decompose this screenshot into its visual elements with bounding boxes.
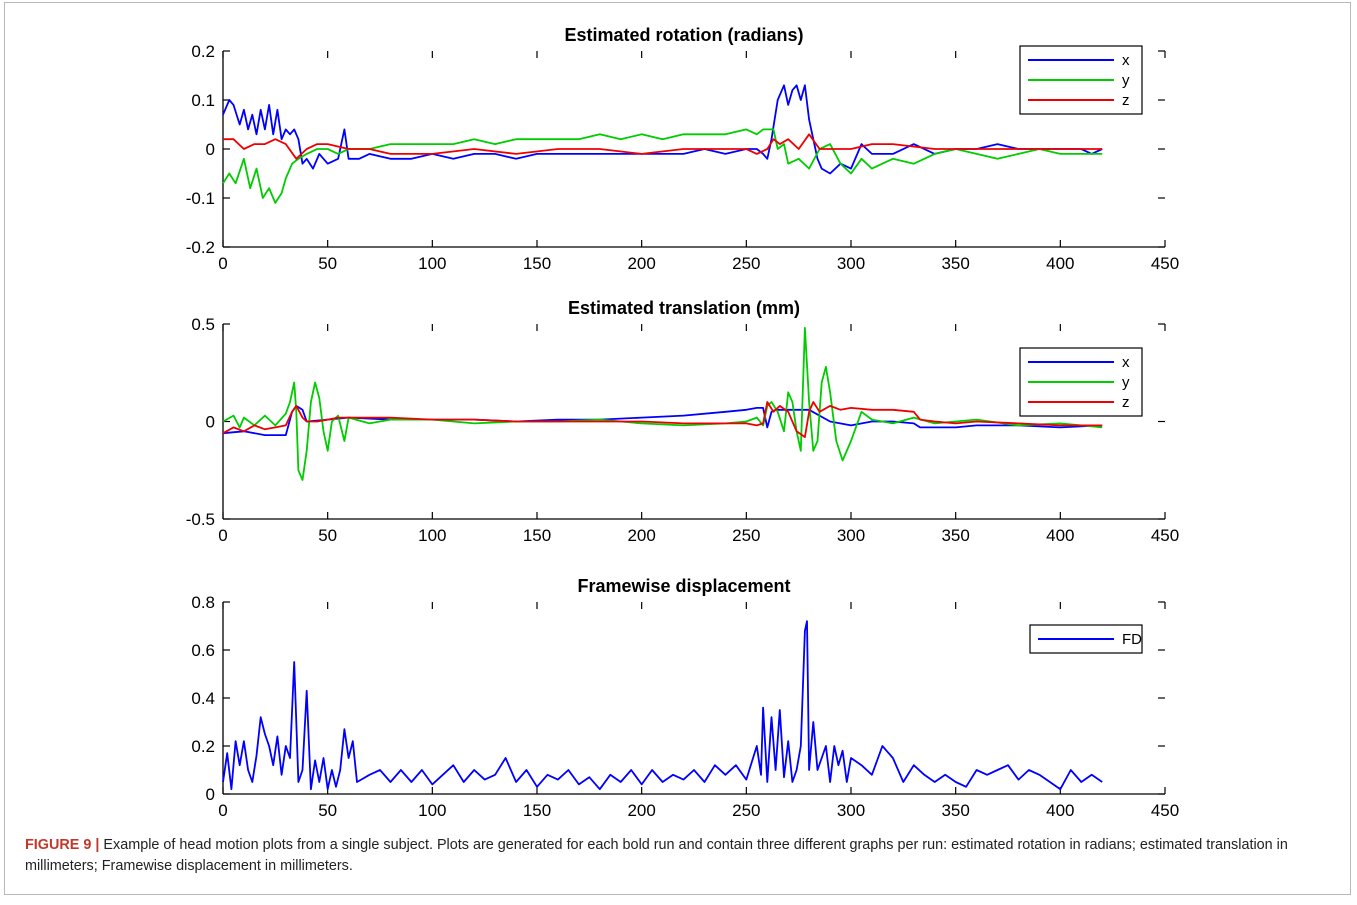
chart-0-x-tick-label: 400 [1046, 254, 1074, 273]
chart-2-y-tick-label: 0.8 [191, 593, 215, 612]
chart-0-x-tick-label: 50 [318, 254, 337, 273]
chart-1-x-tick-label: 100 [418, 526, 446, 545]
chart-0-x-tick-label: 200 [627, 254, 655, 273]
chart-1-legend-label-x: x [1122, 354, 1130, 371]
chart-1-series-x-line [222, 404, 1103, 437]
chart-1-y-tick-label: -0.5 [186, 510, 215, 529]
chart-0-y-tick-label: 0.2 [191, 42, 215, 61]
chart-1-x-tick-label: 350 [941, 526, 969, 545]
chart-1-y-tick-label: 0.5 [191, 315, 215, 334]
chart-1-legend-label-y: y [1122, 374, 1130, 391]
chart-0-x-tick-label: 450 [1151, 254, 1179, 273]
chart-0-x-tick-label: 300 [837, 254, 865, 273]
chart-0-legend-label-z: z [1122, 92, 1130, 109]
caption-text: Example of head motion plots from a sing… [25, 837, 1288, 874]
figure-label: FIGURE 9 | [25, 837, 100, 853]
chart-1-legend-label-z: z [1122, 394, 1130, 411]
chart-1-y-tick-label: 0 [206, 413, 215, 432]
chart-0-legend-label-x: x [1122, 52, 1130, 69]
chart-2-x-tick-label: 450 [1151, 801, 1179, 820]
chart-0-legend-label-y: y [1122, 72, 1130, 89]
figure-caption: FIGURE 9 | Example of head motion plots … [25, 835, 1345, 877]
chart-0-x-tick-label: 0 [218, 254, 227, 273]
chart-1-x-tick-label: 0 [218, 526, 227, 545]
chart-2-x-tick-label: 300 [837, 801, 865, 820]
figure-plots: Estimated rotation (radians) 0 50 100 150 200… [186, 25, 1179, 820]
chart-2-x-tick-label: 250 [732, 801, 760, 820]
chart-2-y-tick-label: 0 [206, 785, 215, 804]
chart-2-x-tick-label: 350 [941, 801, 969, 820]
chart-1-x-tick-label: 50 [318, 526, 337, 545]
chart-0-y-tick-label: 0 [206, 140, 215, 159]
chart-2-series-FD-line [222, 620, 1103, 791]
chart-0-x-tick-label: 150 [523, 254, 551, 273]
chart-2-y-tick-label: 0.2 [191, 737, 215, 756]
chart-0-title: Estimated rotation (radians) [564, 25, 803, 45]
chart-0-x-tick-label: 250 [732, 254, 760, 273]
chart-0-y-tick-label: 0.1 [191, 91, 215, 110]
chart-1-x-tick-label: 150 [523, 526, 551, 545]
chart-1-x-tick-label: 450 [1151, 526, 1179, 545]
chart-2-y-tick-label: 0.4 [191, 689, 215, 708]
chart-0-y-tick-label: -0.1 [186, 189, 215, 208]
chart-2-title: Framewise displacement [577, 576, 790, 596]
chart-2-x-tick-label: 0 [218, 801, 227, 820]
chart-0-series-x-line [222, 84, 1103, 175]
chart-1-title: Estimated translation (mm) [568, 298, 800, 318]
chart-1-series-y-line [222, 326, 1103, 481]
chart-2-x-tick-label: 150 [523, 801, 551, 820]
chart-0-x-tick-label: 100 [418, 254, 446, 273]
chart-2-x-tick-label: 200 [627, 801, 655, 820]
chart-1-x-tick-label: 300 [837, 526, 865, 545]
chart-1-x-tick-label: 200 [627, 526, 655, 545]
chart-0-x-tick-label: 350 [941, 254, 969, 273]
chart-0-series-y-line [222, 128, 1103, 204]
chart-1-x-tick-label: 250 [732, 526, 760, 545]
chart-2-y-tick-label: 0.6 [191, 641, 215, 660]
chart-0-y-tick-label: -0.2 [186, 238, 215, 257]
chart-1-series-z-line [222, 401, 1103, 439]
chart-1-x-tick-label: 400 [1046, 526, 1074, 545]
chart-0-series-z-line [223, 133, 1103, 160]
chart-2-x-tick-label: 50 [318, 801, 337, 820]
chart-2-legend-label-FD: FD [1122, 631, 1142, 648]
chart-2-x-tick-label: 100 [418, 801, 446, 820]
chart-2-x-tick-label: 400 [1046, 801, 1074, 820]
figure-frame: Estimated rotation (radians) 0 50 100 150 200… [4, 2, 1351, 895]
